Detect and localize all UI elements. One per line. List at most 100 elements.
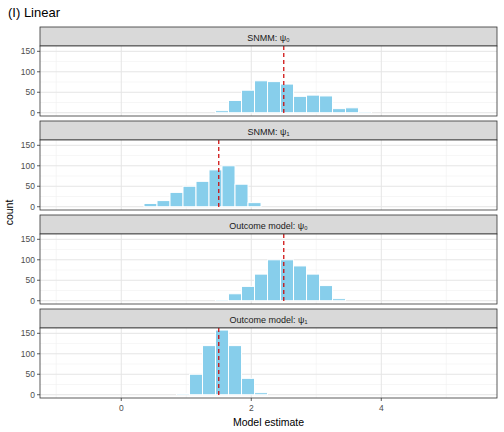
tick	[37, 300, 40, 301]
bar	[346, 108, 359, 113]
x-label: Model estimate	[233, 416, 304, 428]
grid-line	[381, 46, 382, 116]
tick-label: 0	[119, 403, 124, 413]
tick-label: 150	[21, 328, 35, 338]
tick-label: 150	[21, 46, 35, 56]
tick-label: 150	[21, 234, 35, 244]
tick	[251, 398, 252, 401]
bar	[320, 96, 333, 113]
tick-label: 100	[21, 255, 35, 265]
grid-line	[40, 353, 497, 354]
bar	[242, 90, 255, 113]
bar	[268, 260, 281, 301]
tick	[37, 71, 40, 72]
grid-line	[121, 328, 122, 398]
grid-line	[381, 140, 382, 210]
bar	[216, 111, 229, 113]
tick-label: 100	[21, 349, 35, 359]
panel-border	[40, 234, 497, 304]
reference-line	[218, 328, 219, 398]
bar	[255, 274, 268, 301]
minor-grid	[316, 328, 317, 398]
reference-line	[283, 46, 284, 116]
tick	[37, 374, 40, 375]
bar	[294, 266, 307, 301]
tick	[37, 239, 40, 240]
strip-label: SNMM: ψ₁	[248, 127, 290, 137]
minor-grid	[40, 155, 497, 156]
bar	[281, 260, 294, 301]
minor-grid	[446, 328, 447, 398]
grid-line	[40, 206, 497, 207]
minor-grid	[186, 46, 187, 116]
bar	[183, 186, 196, 206]
bar	[222, 166, 235, 207]
minor-grid	[186, 234, 187, 304]
tick	[37, 51, 40, 52]
bar	[333, 109, 346, 113]
tick-label: 0	[30, 108, 35, 118]
grid-line	[121, 140, 122, 210]
bar	[255, 393, 268, 395]
minor-grid	[56, 46, 57, 116]
grid-line	[121, 234, 122, 304]
plot-area	[216, 46, 372, 116]
tick-label: 50	[26, 369, 36, 379]
tick	[37, 333, 40, 334]
tick	[37, 186, 40, 187]
grid-line	[381, 234, 382, 304]
reference-line	[218, 140, 219, 210]
tick-label: 4	[379, 403, 384, 413]
panel-background	[40, 46, 497, 116]
bar	[235, 184, 248, 207]
panel-border	[40, 140, 497, 210]
bar	[170, 192, 183, 206]
minor-grid	[40, 343, 497, 344]
grid-line	[40, 374, 497, 375]
strip	[40, 309, 497, 328]
tick-label: 100	[21, 67, 35, 77]
bar	[359, 111, 372, 112]
grid-line	[40, 165, 497, 166]
bar	[229, 346, 242, 395]
plot-area	[177, 328, 268, 398]
minor-grid	[40, 364, 497, 365]
tick-label: 2	[249, 403, 254, 413]
bar	[268, 82, 281, 113]
bar	[242, 286, 255, 300]
minor-grid	[446, 234, 447, 304]
bar	[209, 170, 222, 207]
strip-label: Outcome model: ψ₁	[230, 315, 308, 325]
plot-area	[144, 140, 261, 210]
strip	[40, 121, 497, 140]
tick	[37, 206, 40, 207]
tick	[37, 394, 40, 395]
minor-grid	[40, 384, 497, 385]
strip-label: SNMM: ψ₀	[247, 33, 290, 43]
grid-line	[40, 333, 497, 334]
tick-label: 50	[26, 87, 36, 97]
grid-line	[381, 328, 382, 398]
y-label: count	[3, 200, 15, 226]
bar	[281, 84, 294, 113]
bar	[248, 203, 261, 207]
grid-line	[40, 394, 497, 395]
bar	[320, 286, 333, 301]
bar	[229, 100, 242, 112]
minor-grid	[56, 140, 57, 210]
tick	[37, 259, 40, 260]
bar	[307, 274, 320, 301]
bar	[307, 95, 320, 113]
plot-area	[216, 234, 346, 304]
tick	[37, 145, 40, 146]
grid-line	[121, 46, 122, 116]
tick	[37, 165, 40, 166]
tick	[381, 398, 382, 401]
minor-grid	[316, 140, 317, 210]
minor-grid	[186, 328, 187, 398]
bar	[216, 299, 229, 300]
bar	[203, 346, 216, 395]
minor-grid	[56, 234, 57, 304]
tick-label: 50	[26, 275, 36, 285]
tick	[37, 353, 40, 354]
